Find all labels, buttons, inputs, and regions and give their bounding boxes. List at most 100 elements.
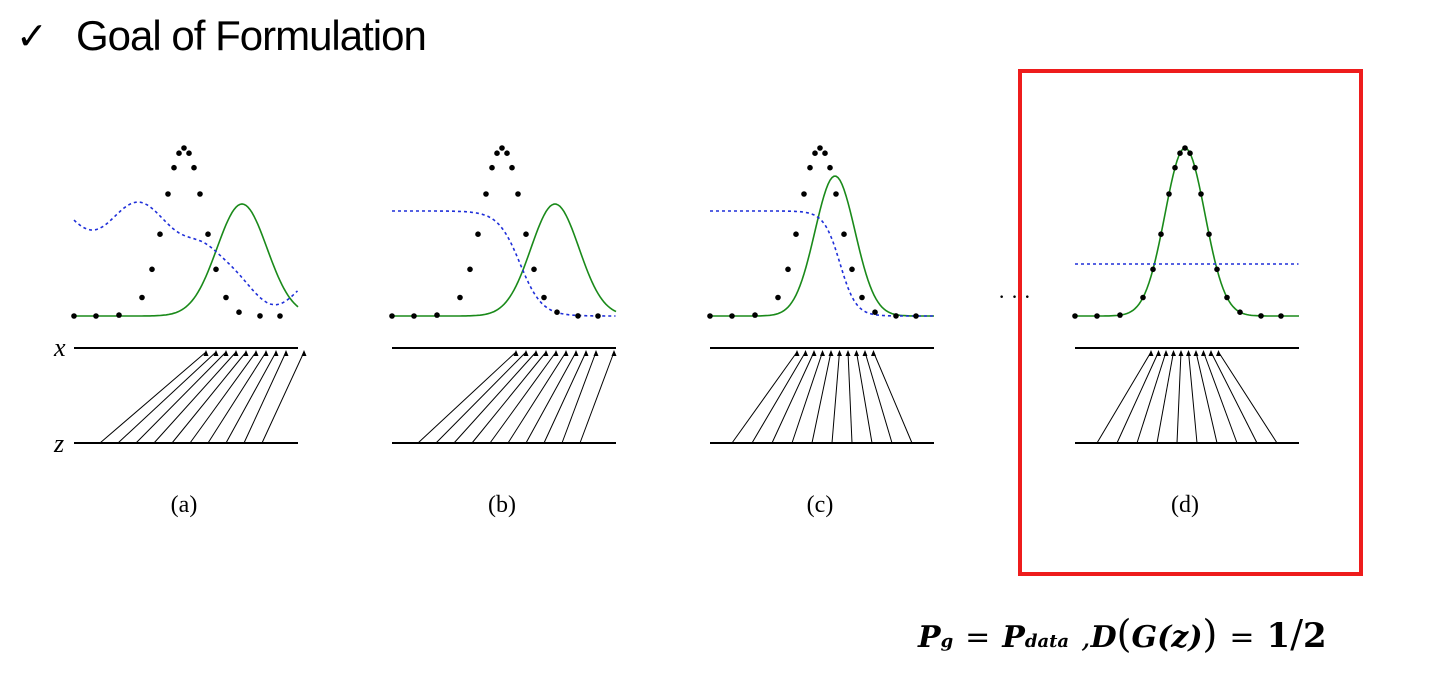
mapping-arrow [1203,351,1238,444]
data-distribution-dot [494,150,500,156]
data-distribution-dot [467,266,473,273]
generator-distribution-curve [74,203,299,317]
mapping-arrow [1176,351,1182,444]
formula-p: P [918,620,941,655]
formula-z: (z) [1157,620,1203,655]
data-distribution-dot [827,164,833,171]
slide-title: Goal of Formulation [76,12,427,59]
mapping-arrow [153,351,237,444]
data-distribution-dot [801,191,807,197]
arrow-head [203,350,209,356]
data-distribution-dot [1206,231,1212,237]
data-distribution-dot [181,145,187,151]
arrow-head [1208,350,1214,356]
mapping-arrow [1116,351,1159,444]
arrow-head [301,350,307,356]
data-distribution-dot [434,312,440,318]
panel-caption: (a) [171,492,198,518]
arrow-head [553,350,559,356]
data-distribution-dot [489,164,495,171]
data-distribution-dot [483,191,489,197]
mapping-arrow [847,351,853,444]
data-distribution-dot [807,164,813,171]
data-distribution-dot [859,294,865,301]
mapping-arrow [225,351,277,444]
data-distribution-dot [457,294,463,301]
data-distribution-dot [752,312,758,318]
mapping-arrow [1156,351,1174,444]
mapping-arrow [243,351,287,444]
data-distribution-dot [872,309,878,316]
arrow-head [1156,350,1161,356]
arrow-head [583,350,589,356]
mapping-arrow [471,351,547,444]
data-distribution-dot [775,294,781,301]
arrow-head [263,350,269,356]
data-distribution-dot [213,266,219,273]
generator-distribution-curve [392,203,617,317]
data-distribution-dot [849,266,855,273]
mapping-arrow [731,351,798,444]
data-distribution-dot [509,164,515,171]
data-distribution-dot [277,313,283,319]
formula-eq2: = [1229,620,1255,655]
formula-data-sub: data [1024,631,1070,652]
arrow-head [273,350,279,356]
arrow-head [828,350,834,356]
formula-rparen: ) [1202,612,1218,656]
data-distribution-dot [785,266,791,273]
arrow-head [845,350,851,356]
mapping-arrow [99,351,207,444]
panel-caption: (b) [488,492,516,518]
data-distribution-dot [165,191,171,197]
data-distribution-dot [523,231,529,237]
mapping-arrow [435,351,527,444]
arrow-head [820,350,825,356]
mapping-arrow [207,351,267,444]
arrow-head [283,350,289,356]
arrow-head [1186,350,1191,356]
data-distribution-dot [833,191,839,197]
mapping-arrow [135,351,227,444]
arrow-head [543,350,549,356]
arrow-head [871,350,876,356]
data-distribution-dot [186,150,192,156]
data-distribution-dot [499,145,505,151]
mapping-arrow [856,351,873,444]
data-distribution-dot [554,309,560,316]
mapping-arrow [864,351,893,444]
mapping-arrow [831,351,840,444]
data-distribution-dot [841,231,847,237]
data-distribution-dot [139,294,145,301]
axis-x-label: x [53,333,66,362]
discriminator-curve [710,210,934,317]
mapping-arrow [525,351,577,444]
mapping-arrow [261,351,305,444]
data-distribution-dot [812,150,818,156]
arrow-head [1193,350,1199,356]
data-distribution-dot [257,313,263,319]
data-distribution-dot [913,313,919,319]
data-distribution-dot [793,231,799,237]
slide-title-row: ✓ Goal of Formulation [16,8,427,64]
data-distribution-dot [822,150,828,156]
axis-z-label: z [53,429,64,458]
mapping-arrow [1136,351,1167,444]
data-distribution-dot [531,266,537,273]
formula-lparen: ( [1116,612,1132,656]
mapping-arrow [579,351,615,444]
mapping-arrow [171,351,247,444]
arrow-head [1216,350,1221,356]
generator-distribution-curve [1075,147,1299,317]
data-distribution-dot [1224,294,1230,301]
arrow-head [611,350,617,356]
arrow-head [794,350,800,356]
mapping-arrow [1096,351,1152,444]
formula-g: G [1131,620,1158,655]
arrow-head [593,350,599,356]
data-distribution-dot [1182,145,1188,151]
mapping-arrow [453,351,537,444]
formula-eq1: = [965,620,991,655]
data-distribution-dot [1187,150,1193,156]
data-distribution-dot [729,313,735,319]
